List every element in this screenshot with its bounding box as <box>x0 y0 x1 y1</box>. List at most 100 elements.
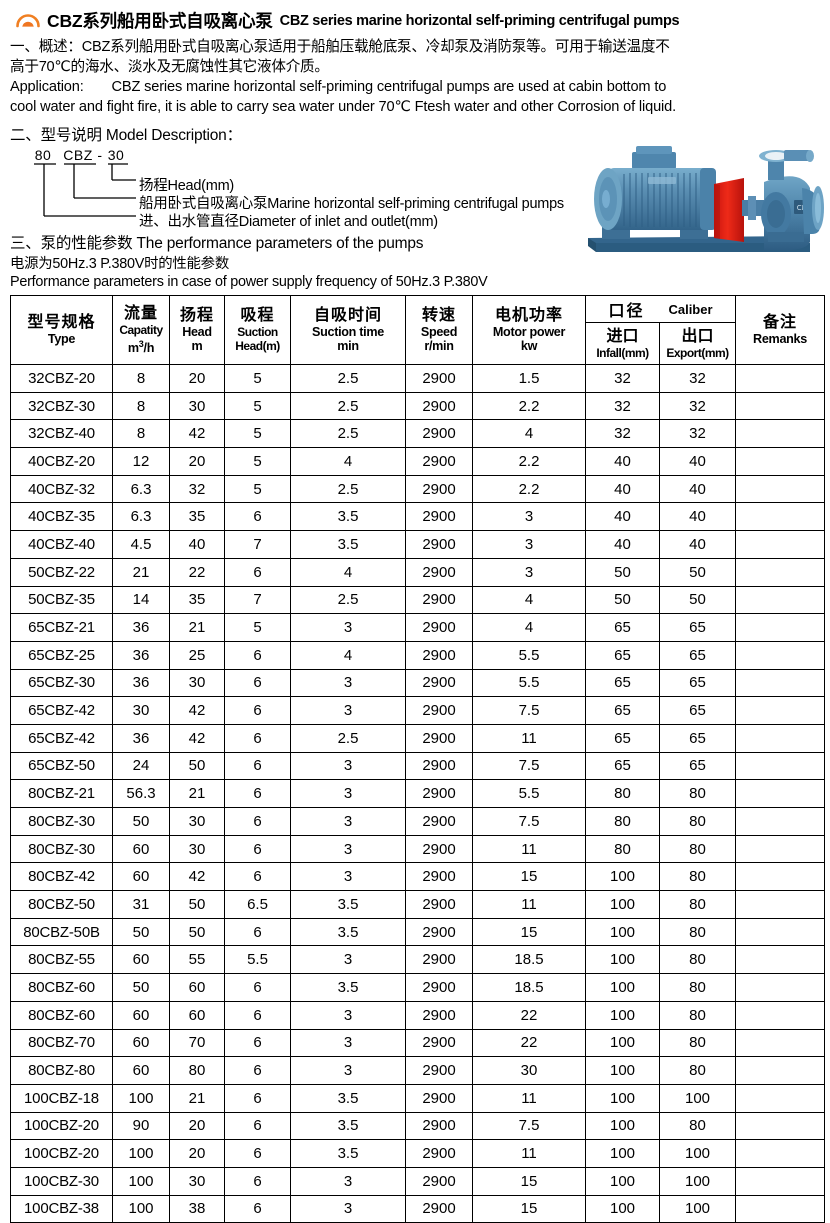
cell-model: 100CBZ-30 <box>10 1166 113 1196</box>
cell-model: 32CBZ-20 <box>10 364 113 393</box>
cell-motor-power: 3 <box>472 530 586 559</box>
cell-suction-head: 6 <box>224 1083 291 1113</box>
cell-suction-time: 3.5 <box>290 917 406 947</box>
cell-inlet: 100 <box>585 1194 660 1223</box>
header-inlet-cn: 进口 <box>606 327 639 345</box>
cell-suction-head: 5 <box>224 419 291 449</box>
cell-outlet: 100 <box>659 1083 736 1113</box>
performance-note-cn: 电源为50Hz.3 P.380V时的性能参数 <box>10 256 229 272</box>
code-part-series: CBZ <box>63 147 93 163</box>
overview-en-line-2: cool water and fight fire, it is able to… <box>10 99 677 115</box>
cell-model: 80CBZ-60 <box>10 973 113 1002</box>
cell-inlet: 40 <box>585 447 660 476</box>
cell-motor-power: 2.2 <box>472 391 586 421</box>
cell-remarks <box>735 751 825 781</box>
cell-speed: 2900 <box>405 391 473 421</box>
header-power-unit: kw <box>520 339 538 353</box>
cell-inlet: 40 <box>585 474 660 504</box>
cell-capacity: 31 <box>112 890 170 919</box>
cell-suction-head: 6 <box>224 751 291 781</box>
cell-head: 21 <box>169 613 225 642</box>
cell-head: 38 <box>169 1194 225 1223</box>
cell-inlet: 50 <box>585 557 660 587</box>
cell-head: 50 <box>169 751 225 781</box>
cell-outlet: 80 <box>659 807 736 836</box>
header-speed: 转速 Speed r/min <box>405 295 473 365</box>
cell-head: 50 <box>169 917 225 947</box>
cell-head: 20 <box>169 364 225 393</box>
table-row: 65CBZ-21 36 21 5 3 2900 4 65 65 <box>10 613 825 642</box>
cell-inlet: 65 <box>585 751 660 781</box>
cell-remarks <box>735 862 825 892</box>
cell-remarks <box>735 1083 825 1113</box>
cell-capacity: 60 <box>112 862 170 892</box>
cell-motor-power: 3 <box>472 502 586 532</box>
header-capacity-unit: m3/h <box>127 338 155 356</box>
cell-suction-time: 3.5 <box>290 890 406 919</box>
title-english: CBZ series marine horizontal self-primin… <box>279 12 680 29</box>
cell-model: 100CBZ-20 <box>10 1111 113 1141</box>
model-code-text: 80 CBZ -30 <box>32 147 126 163</box>
cell-motor-power: 11 <box>472 1083 586 1113</box>
cell-suction-time: 2.5 <box>290 723 406 753</box>
cell-motor-power: 15 <box>472 862 586 892</box>
cell-suction-head: 5 <box>224 391 291 421</box>
cell-suction-time: 2.5 <box>290 419 406 449</box>
header-head-en: Head <box>182 325 212 339</box>
cell-inlet: 50 <box>585 585 660 615</box>
cell-outlet: 65 <box>659 668 736 698</box>
cell-remarks <box>735 945 825 975</box>
cell-speed: 2900 <box>405 779 473 808</box>
cell-motor-power: 5.5 <box>472 668 586 698</box>
table-row: 50CBZ-22 21 22 6 4 2900 3 50 50 <box>10 557 825 587</box>
cell-motor-power: 2.2 <box>472 474 586 504</box>
header-capacity: 流量 Capatity m3/h <box>112 295 170 365</box>
cell-capacity: 60 <box>112 945 170 975</box>
cell-suction-head: 6 <box>224 1111 291 1141</box>
table-row: 65CBZ-50 24 50 6 3 2900 7.5 65 65 <box>10 751 825 781</box>
cell-capacity: 36 <box>112 668 170 698</box>
table-row: 80CBZ-80 60 80 6 3 2900 30 100 80 <box>10 1056 825 1085</box>
cell-motor-power: 18.5 <box>472 945 586 975</box>
page-title: CBZ系列船用卧式自吸离心泵 CBZ series marine horizon… <box>8 0 822 37</box>
header-suction-head-cn: 吸程 <box>240 307 275 324</box>
cell-speed: 2900 <box>405 723 473 753</box>
code-part-diameter: 80 <box>34 147 52 163</box>
cell-speed: 2900 <box>405 751 473 781</box>
cell-suction-time: 3.5 <box>290 502 406 532</box>
cell-suction-time: 3 <box>290 862 406 892</box>
cell-outlet: 80 <box>659 973 736 1002</box>
cell-head: 70 <box>169 1028 225 1058</box>
cell-motor-power: 5.5 <box>472 640 586 670</box>
cell-outlet: 65 <box>659 723 736 753</box>
cell-outlet: 100 <box>659 1194 736 1223</box>
cell-model: 65CBZ-42 <box>10 723 113 753</box>
cell-suction-head: 5 <box>224 474 291 504</box>
header-model-cn: 型号规格 <box>27 314 96 331</box>
cell-inlet: 100 <box>585 1139 660 1168</box>
cell-speed: 2900 <box>405 474 473 504</box>
cell-suction-time: 3 <box>290 1028 406 1058</box>
cell-suction-time: 2.5 <box>290 585 406 615</box>
cell-head: 21 <box>169 1083 225 1113</box>
cell-capacity: 8 <box>112 419 170 449</box>
cell-head: 60 <box>169 1000 225 1030</box>
cell-suction-head: 6 <box>224 668 291 698</box>
cell-speed: 2900 <box>405 1194 473 1223</box>
cell-outlet: 32 <box>659 391 736 421</box>
header-outlet-cn: 出口 <box>681 327 714 345</box>
cell-remarks <box>735 557 825 587</box>
cell-inlet: 100 <box>585 945 660 975</box>
cell-model: 40CBZ-20 <box>10 447 113 476</box>
cell-motor-power: 11 <box>472 890 586 919</box>
cell-capacity: 50 <box>112 973 170 1002</box>
cell-inlet: 100 <box>585 1166 660 1196</box>
header-suction-time-unit: min <box>337 339 359 353</box>
table-row: 32CBZ-30 8 30 5 2.5 2900 2.2 32 32 <box>10 391 825 421</box>
cell-head: 55 <box>169 945 225 975</box>
cell-remarks <box>735 1056 825 1085</box>
cell-suction-time: 3.5 <box>290 1139 406 1168</box>
cell-motor-power: 7.5 <box>472 1111 586 1141</box>
cell-motor-power: 5.5 <box>472 779 586 808</box>
performance-heading-cn: 三、泵的性能参数 <box>10 235 133 252</box>
